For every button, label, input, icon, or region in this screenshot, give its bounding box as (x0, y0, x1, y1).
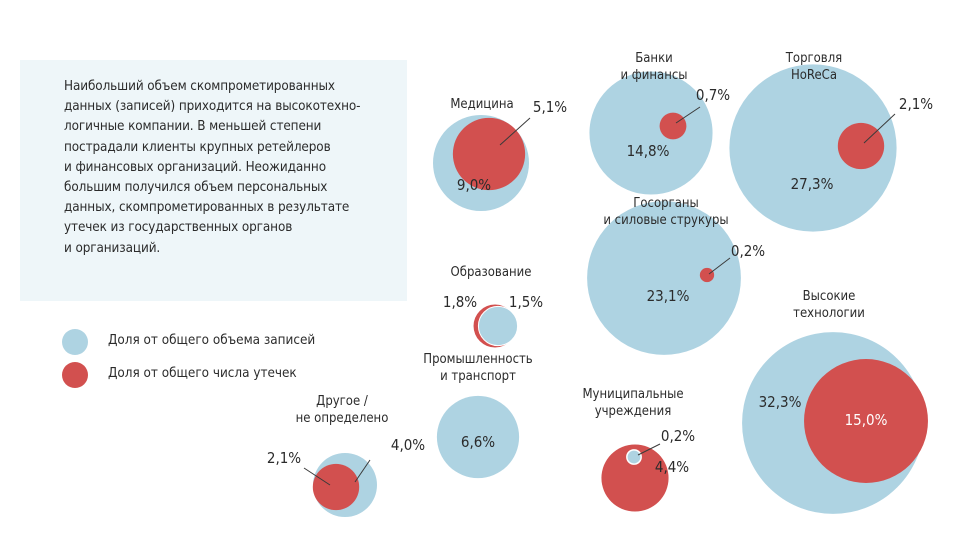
bubble-leaks-2 (837, 122, 885, 170)
bubble-records-3 (587, 201, 741, 355)
records-value-label-3: 23,1% (647, 287, 690, 305)
category-title-2-1: HoReCa (791, 68, 837, 83)
records-value-label-6: 6,6% (461, 433, 495, 451)
category-title-5-0: Высокие (803, 289, 856, 304)
category-title-8-1: не определено (296, 411, 389, 426)
bubble-leaks-7 (601, 444, 669, 512)
category-title-1-0: Банки (635, 51, 673, 66)
category-title-0-0: Медицина (450, 97, 513, 112)
bubble-leaks-0 (452, 117, 526, 191)
legend-label-records: Доля от общего объема записей (108, 333, 316, 348)
leaks-value-label-5: 15,0% (845, 411, 888, 429)
bubble-leaks-1 (659, 112, 687, 140)
bubble-records-6 (436, 395, 520, 479)
pointer-line-3-0 (708, 257, 731, 275)
category-title-4-0: Образование (451, 265, 532, 280)
records-value-label-8: 4,0% (391, 436, 425, 454)
pointer-line-8-0 (354, 459, 371, 483)
category-title-6-0: Промышленность (423, 352, 533, 367)
category-title-3-1: и силовые струкуры (603, 213, 728, 228)
bubble-leaks-3 (699, 267, 715, 283)
leaks-value-label-8: 2,1% (267, 449, 301, 467)
info-text: Наибольший объем скомпрометированных дан… (64, 79, 361, 256)
category-title-6-1: и транспорт (440, 369, 516, 384)
category-title-5-1: технологии (793, 306, 865, 321)
bubble-records-7 (626, 449, 642, 465)
bubble-records-2 (729, 64, 897, 232)
info-box: Наибольший объем скомпрометированных дан… (20, 60, 407, 301)
category-title-7-1: учреждения (595, 404, 672, 419)
bubble-leaks-8 (312, 463, 360, 511)
pointer-line-1-0 (675, 106, 701, 124)
pointer-line-0-0 (499, 117, 531, 146)
pointer-line-7-0 (637, 443, 661, 456)
leaks-value-label-7: 4,4% (655, 458, 689, 476)
bubble-leaks-5 (804, 359, 928, 483)
legend-swatch-leaks (62, 362, 88, 388)
records-value-label-4: 1,5% (509, 293, 543, 311)
bubble-records-4 (477, 305, 519, 347)
bubble-records-1 (589, 71, 713, 195)
category-title-1-1: и финансы (620, 68, 687, 83)
pointer-line-2-0 (863, 113, 896, 144)
category-title-8-0: Другое / (316, 394, 368, 409)
leaks-value-label-0: 5,1% (533, 98, 567, 116)
records-value-label-5: 32,3% (759, 393, 802, 411)
legend-label-leaks: Доля от общего числа утечек (108, 366, 297, 381)
records-value-label-2: 27,3% (791, 175, 834, 193)
records-value-label-0: 9,0% (457, 176, 491, 194)
pointer-line-8-1 (303, 467, 331, 486)
leaks-value-label-1: 0,7% (696, 86, 730, 104)
category-title-3-0: Госорганы (633, 196, 699, 211)
category-title-2-0: Торговля (785, 51, 842, 66)
records-value-label-7: 0,2% (661, 427, 695, 445)
legend-swatch-records (62, 329, 88, 355)
leaks-value-label-2: 2,1% (899, 95, 933, 113)
category-title-7-0: Муниципальные (582, 387, 683, 402)
leaks-value-label-4: 1,8% (443, 293, 477, 311)
records-value-label-1: 14,8% (627, 142, 670, 160)
leaks-value-label-3: 0,2% (731, 242, 765, 260)
